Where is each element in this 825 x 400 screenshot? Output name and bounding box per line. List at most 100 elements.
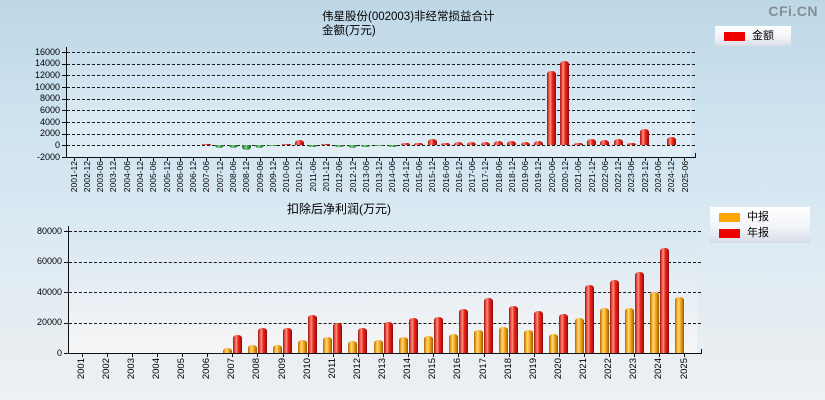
bar [624, 307, 634, 353]
x-tick-label: 2016-06 [440, 161, 451, 193]
x-label-slot: 2018 [496, 358, 521, 398]
bar [547, 71, 557, 146]
y-tick-label: 60000 [36, 256, 62, 266]
x-tick-label: 2014-12 [400, 161, 411, 193]
x-tick-mark [207, 354, 209, 357]
x-tick-mark [498, 158, 500, 161]
bar [666, 136, 676, 146]
x-tick-mark [659, 354, 661, 357]
x-label-slot: 2005-06 [147, 161, 160, 211]
top-chart-legend: 金额 [715, 26, 791, 46]
x-tick-label: 2010 [301, 358, 313, 380]
x-label-slot: 2002 [94, 358, 119, 398]
x-tick-label: 2006-06 [174, 161, 185, 193]
x-axis-line [66, 157, 696, 158]
x-tick-label: 2006-12 [188, 161, 199, 193]
x-tick-label: 2016 [452, 358, 464, 380]
x-tick-mark [405, 158, 407, 161]
top-chart-plot [67, 52, 695, 157]
x-tick-label: 2013-06 [360, 161, 371, 193]
y-tick-label: 2000 [39, 128, 60, 139]
x-tick-label: 2018 [502, 358, 514, 380]
x-tick-label: 2002-12 [81, 161, 92, 193]
x-tick-label: 2014-06 [387, 161, 398, 193]
y-tick-mark [62, 122, 66, 123]
x-label-slot: 2010 [295, 358, 320, 398]
x-label-slot: 2015 [421, 358, 446, 398]
x-tick-mark [445, 158, 447, 161]
x-label-slot: 2015-12 [426, 161, 439, 211]
y-axis-line [68, 226, 69, 354]
x-tick-mark [511, 158, 513, 161]
x-tick-mark [73, 158, 75, 161]
bar [613, 138, 623, 146]
y-tick-mark [64, 231, 68, 232]
x-tick-label: 2015-06 [413, 161, 424, 193]
bar [474, 329, 483, 353]
x-tick-mark [140, 158, 141, 161]
x-tick-label: 2023-06 [626, 161, 637, 193]
x-tick-mark [631, 158, 633, 161]
bar [433, 317, 443, 353]
x-tick-mark [131, 354, 133, 357]
x-tick-mark [233, 158, 234, 161]
x-tick-mark [307, 354, 309, 357]
bar [414, 142, 424, 146]
bar [494, 141, 503, 146]
x-label-slot: 2025-06 [678, 161, 691, 211]
x-tick-mark [538, 158, 540, 161]
x-axis-line [68, 353, 702, 354]
x-label-slot: 2003 [119, 358, 144, 398]
x-tick-label: 2022 [603, 358, 615, 380]
x-tick-label: 2012-12 [347, 161, 358, 193]
y-tick-label: 10000 [34, 81, 60, 92]
x-label-slot: 2018-06 [492, 161, 505, 211]
x-tick-label: 2024-06 [653, 161, 664, 193]
x-label-slot: 2019 [521, 358, 546, 398]
x-label-slot: 2021 [572, 358, 597, 398]
bar [257, 328, 267, 353]
bar [584, 285, 594, 353]
x-tick-mark [634, 354, 636, 357]
x-label-slot: 2005-12 [160, 161, 173, 211]
bar [308, 145, 318, 147]
x-tick-mark [392, 158, 394, 161]
x-label-slot: 2022-12 [612, 161, 625, 211]
y-tick-mark [62, 110, 66, 112]
x-tick-mark [153, 158, 155, 161]
x-label-slot: 2019-12 [532, 161, 545, 211]
x-tick-mark [182, 354, 183, 357]
x-label-slot: 2006-12 [187, 161, 200, 211]
bar [387, 145, 397, 147]
x-tick-mark [282, 354, 284, 357]
x-tick-label: 2002 [100, 358, 112, 380]
x-tick-mark [126, 158, 128, 161]
x-tick-mark [432, 158, 434, 161]
interim-legend-swatch [719, 212, 740, 222]
x-tick-mark [525, 158, 526, 161]
x-tick-mark [332, 354, 334, 357]
x-tick-label: 2011-06 [307, 161, 318, 192]
x-tick-label: 2024 [653, 358, 665, 380]
bar [573, 142, 583, 146]
bar [484, 298, 493, 353]
bar [273, 344, 282, 353]
bar [549, 334, 559, 353]
bar [401, 143, 411, 146]
x-tick-mark [365, 158, 367, 161]
x-tick-mark [179, 158, 181, 161]
x-label-slot: 2009-06 [253, 161, 266, 211]
x-label-slot: 2025 [672, 358, 697, 398]
y-tick-mark [62, 87, 66, 88]
bar [222, 348, 232, 353]
y-axis-line [66, 47, 67, 158]
x-tick-label: 2018-12 [506, 161, 517, 193]
x-label-slot: 2020-06 [545, 161, 558, 211]
y-tick-mark [62, 63, 66, 65]
y-tick-mark [62, 157, 66, 158]
x-tick-mark [219, 158, 221, 161]
bar [440, 142, 450, 146]
x-tick-mark [259, 158, 261, 161]
x-tick-mark [166, 158, 168, 161]
x-tick-label: 2024-12 [666, 161, 677, 193]
